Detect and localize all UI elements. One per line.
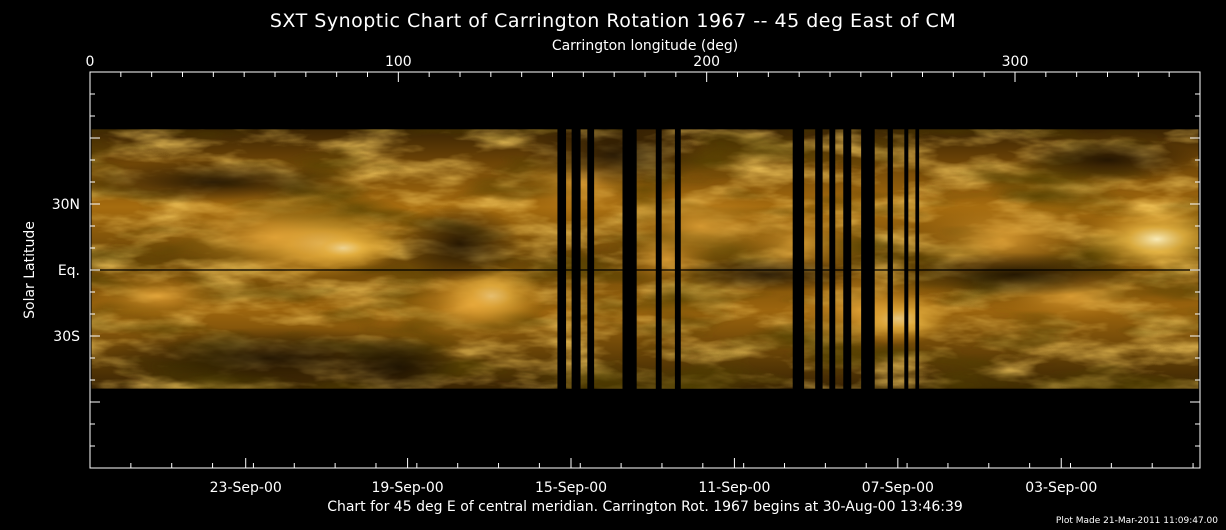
y-tick-label: 30N <box>52 197 80 213</box>
active-region <box>91 274 226 319</box>
data-gap-bar <box>904 128 909 390</box>
bottom-tick-label: 15-Sep-00 <box>535 480 607 496</box>
data-gap-bar <box>861 128 875 390</box>
data-gap-bar <box>887 128 893 390</box>
top-tick-label: 0 <box>86 54 95 70</box>
top-tick-label: 300 <box>1002 54 1029 70</box>
data-gap-bar <box>815 128 823 390</box>
axis-ticks: 0 100 200 300 30N Eq. 30S 23-Sep-00 19-Sep-00 15-… <box>52 54 1201 496</box>
top-axis-label: Carrington longitude (deg) <box>551 38 739 54</box>
top-tick-label: 200 <box>693 54 720 70</box>
data-gap-bar <box>843 128 852 390</box>
bottom-tick-label: 03-Sep-00 <box>1025 480 1097 496</box>
active-region <box>1076 204 1199 275</box>
data-gaps <box>557 128 920 390</box>
data-gap-bar <box>622 128 637 390</box>
dark-region <box>336 336 460 389</box>
bottom-tick-label: 23-Sep-00 <box>210 480 282 496</box>
dark-region <box>91 160 353 204</box>
dark-region <box>1015 138 1199 182</box>
y-tick-label: 30S <box>53 329 80 345</box>
data-gap-bar <box>571 128 581 390</box>
active-region <box>398 265 547 345</box>
data-gap-bar <box>829 128 836 390</box>
bottom-tick-label: 19-Sep-00 <box>372 480 444 496</box>
dark-region <box>891 252 1139 297</box>
top-tick-label: 100 <box>385 54 412 70</box>
active-region <box>167 188 383 286</box>
solar-image <box>91 129 1199 389</box>
data-gap-bar <box>915 128 920 390</box>
data-gap-bar <box>655 128 662 390</box>
y-tick-label: Eq. <box>58 263 80 279</box>
bottom-tick-label: 11-Sep-00 <box>698 480 770 496</box>
dark-region <box>398 204 522 284</box>
data-gap-bar <box>674 128 681 390</box>
plot-made-stamp: Plot Made 21-Mar-2011 11:09:47.00 <box>1055 516 1218 526</box>
dark-region <box>675 256 861 292</box>
data-gap-bar <box>557 128 567 390</box>
footer-caption: Chart for 45 deg E of central meridian. … <box>327 499 963 515</box>
chart-title: SXT Synoptic Chart of Carrington Rotatio… <box>269 10 957 32</box>
bottom-tick-label: 07-Sep-00 <box>862 480 934 496</box>
data-gap-bar <box>587 128 595 390</box>
data-gap-bar <box>792 128 805 390</box>
